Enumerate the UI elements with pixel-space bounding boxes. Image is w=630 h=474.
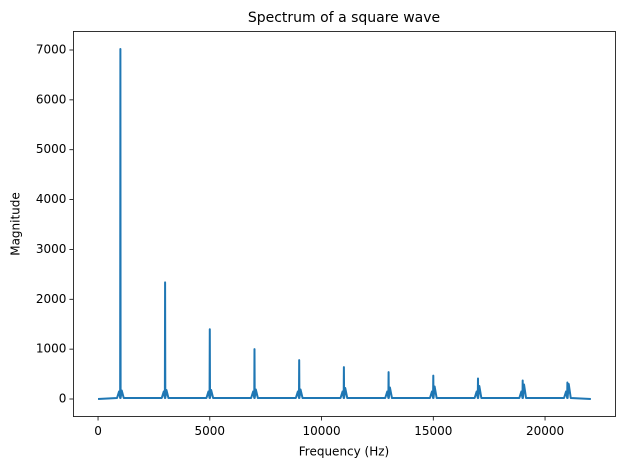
plot-frame	[73, 31, 616, 417]
y-tick-label: 1000	[36, 342, 67, 356]
y-tick-label: 7000	[36, 42, 67, 56]
x-tick-label: 20000	[526, 424, 564, 438]
y-axis-label: Magnitude	[9, 192, 23, 256]
y-tick-label: 6000	[36, 92, 67, 106]
y-tick-label: 0	[59, 392, 67, 406]
y-tick-label: 3000	[36, 242, 67, 256]
x-axis-label: Frequency (Hz)	[299, 445, 390, 459]
y-tick-label: 4000	[36, 192, 67, 206]
spectrum-line	[97, 48, 591, 400]
x-tick-label: 5000	[195, 424, 226, 438]
x-tick-label: 0	[94, 424, 102, 438]
y-tick-label: 5000	[36, 142, 67, 156]
x-tick-label: 15000	[414, 424, 452, 438]
chart-title: Spectrum of a square wave	[248, 10, 440, 26]
y-tick-label: 2000	[36, 292, 67, 306]
x-tick-label: 10000	[302, 424, 340, 438]
